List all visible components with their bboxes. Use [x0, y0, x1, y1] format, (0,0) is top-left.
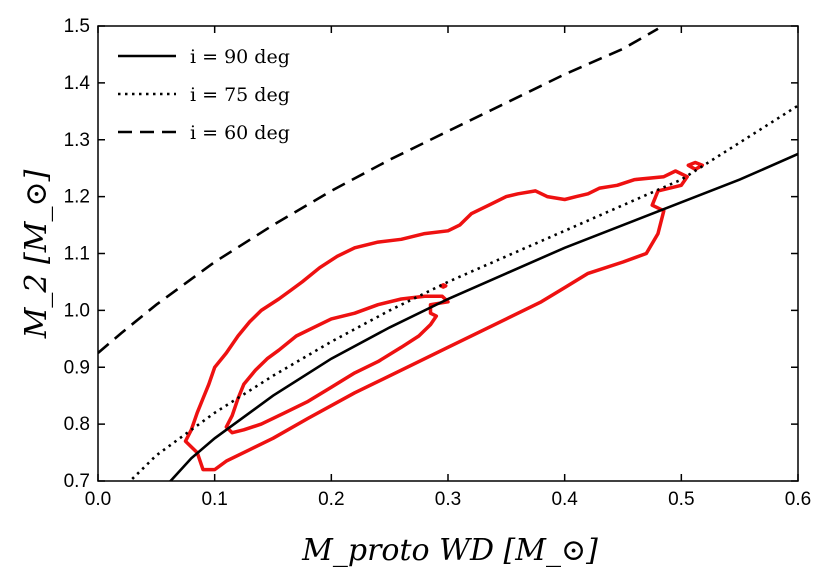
x-tick-label: 0.2: [318, 489, 344, 510]
y-tick-label: 1.5: [64, 16, 90, 37]
y-axis-title: M_2 [M_⊙]: [19, 169, 54, 339]
x-tick-label: 0.6: [785, 489, 811, 510]
y-tick-label: 1.4: [64, 73, 91, 94]
y-tick-label: 1.0: [64, 300, 90, 321]
confidence-contour-1: [183, 169, 689, 472]
y-tick-label: 1.1: [64, 244, 90, 265]
y-tick-label: 0.7: [64, 471, 90, 492]
legend-label-3: i = 60 deg: [190, 122, 290, 144]
y-tick-label: 0.9: [64, 357, 90, 378]
x-tick-label: 0.5: [668, 489, 694, 510]
plot-area: [98, 27, 798, 481]
axis-ticks: 0.0 0.1 0.2 0.3 0.4 0.5 0.6 0.7 0.8 0.9 1.0 1.1 1.2 1…: [64, 16, 812, 510]
confidence-contour-4: [439, 283, 448, 289]
legend-label-2: i = 75 deg: [190, 84, 290, 106]
x-tick-label: 0.3: [435, 489, 461, 510]
confidence-contour-2: [224, 294, 450, 435]
y-tick-label: 1.3: [64, 130, 90, 151]
legend-label-1: i = 90 deg: [190, 46, 290, 68]
x-tick-label: 0.1: [201, 489, 227, 510]
y-tick-label: 0.8: [64, 414, 90, 435]
series-line-3: [98, 27, 659, 354]
x-tick-label: 0.4: [551, 489, 578, 510]
y-tick-label: 1.2: [64, 187, 90, 208]
series-line-1: [168, 152, 798, 481]
x-tick-label: 0.0: [85, 489, 111, 510]
x-axis-title: M_proto WD [M_⊙]: [301, 533, 598, 568]
legend: i = 90 deg i = 75 deg i = 60 deg: [118, 46, 290, 144]
confidence-contour-3: [686, 160, 705, 172]
series-line-2: [128, 104, 798, 481]
